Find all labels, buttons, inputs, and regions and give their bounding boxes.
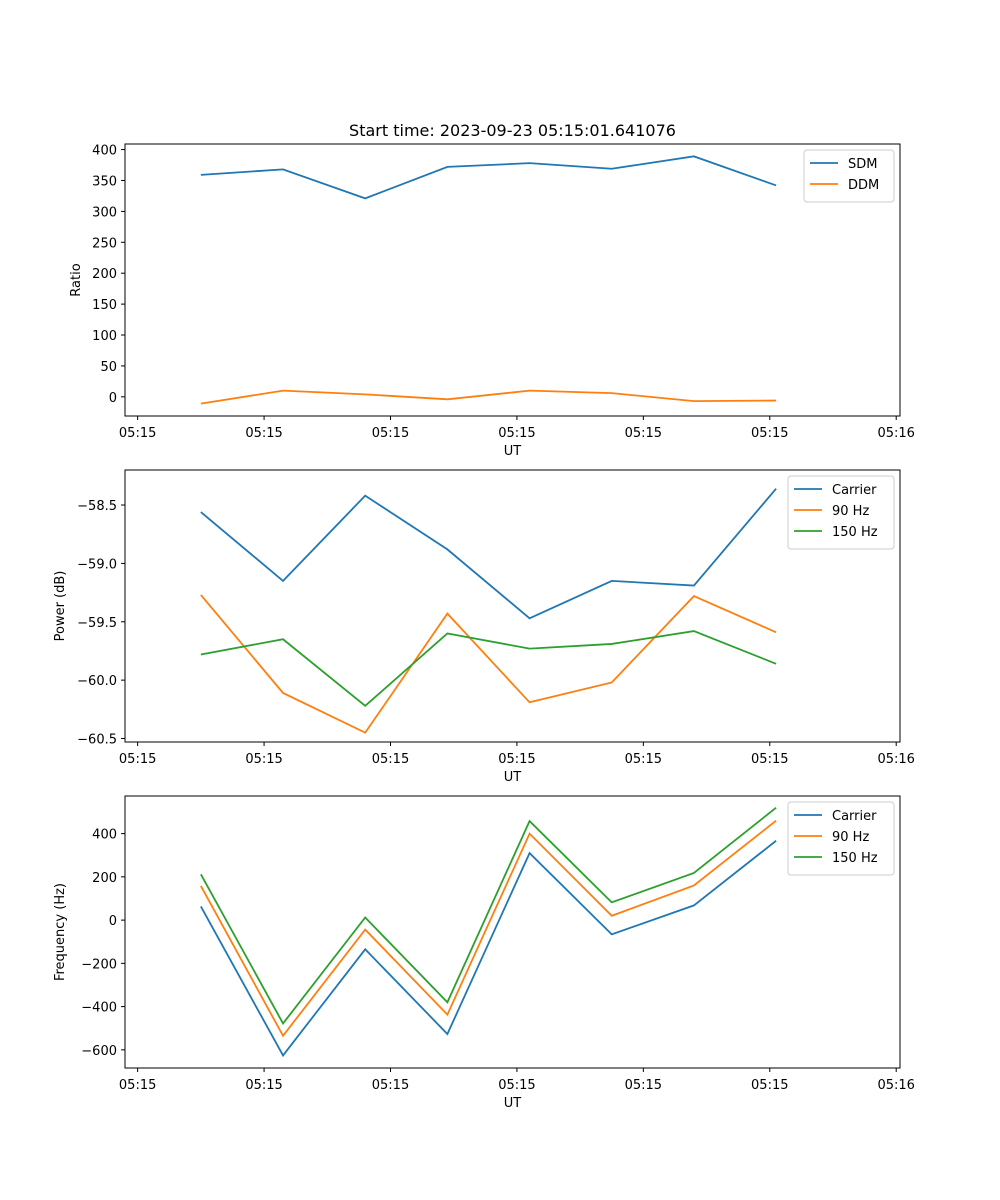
y-tick-label: −59.0 bbox=[77, 557, 117, 572]
x-tick-label: 05:15 bbox=[751, 1078, 788, 1093]
y-axis-label: Power (dB) bbox=[53, 571, 68, 642]
x-tick-label: 05:15 bbox=[119, 1078, 156, 1093]
axes-frame bbox=[124, 469, 901, 743]
x-tick-label: 05:15 bbox=[498, 426, 535, 441]
x-tick-label: 05:16 bbox=[877, 1078, 914, 1093]
legend-label: SDM bbox=[848, 157, 877, 172]
x-tick-label: 05:15 bbox=[372, 1078, 409, 1093]
series-line-150-hz bbox=[200, 806, 777, 1026]
x-tick-label: 05:15 bbox=[119, 426, 156, 441]
y-tick-label: −400 bbox=[81, 1001, 117, 1016]
legend-label: 150 Hz bbox=[832, 851, 878, 866]
y-tick-label: −58.5 bbox=[77, 499, 117, 514]
x-tick-label: 05:15 bbox=[625, 426, 662, 441]
x-tick-label: 05:15 bbox=[245, 426, 282, 441]
x-tick-label: 05:15 bbox=[245, 1078, 282, 1093]
series-line-sdm bbox=[200, 155, 777, 200]
series-line-carrier bbox=[200, 488, 777, 620]
chart-panel-1: 05:15 05:15 05:15 05:15 05:15 05:15 05:16 0 50 10… bbox=[69, 121, 915, 459]
chart-panel-2: 05:15 05:15 05:15 05:15 05:15 05:15 05:16 −60.5… bbox=[53, 469, 915, 785]
series-line-150-hz bbox=[200, 630, 777, 707]
x-tick-label: 05:16 bbox=[877, 426, 914, 441]
x-tick-label: 05:15 bbox=[245, 752, 282, 767]
x-axis-label: UT bbox=[504, 1096, 522, 1111]
axes-frame bbox=[124, 795, 901, 1069]
x-tick-label: 05:15 bbox=[119, 752, 156, 767]
y-tick-label: 150 bbox=[92, 298, 117, 313]
y-tick-label: −59.5 bbox=[77, 616, 117, 631]
y-tick-label: 0 bbox=[109, 914, 117, 929]
x-tick-label: 05:15 bbox=[372, 426, 409, 441]
y-tick-label: −600 bbox=[81, 1044, 117, 1059]
x-tick-label: 05:15 bbox=[751, 752, 788, 767]
chart-title: Start time: 2023-09-23 05:15:01.641076 bbox=[349, 121, 676, 140]
series-line-ddm bbox=[200, 389, 777, 405]
x-tick-label: 05:15 bbox=[498, 1078, 535, 1093]
y-tick-label: 300 bbox=[92, 205, 117, 220]
series-line-90-hz bbox=[200, 819, 777, 1038]
y-tick-label: 400 bbox=[92, 144, 117, 159]
legend-label: 150 Hz bbox=[832, 525, 878, 540]
x-tick-label: 05:15 bbox=[751, 426, 788, 441]
legend: Carrier 90 Hz 150 Hz bbox=[787, 475, 895, 550]
legend-label: Carrier bbox=[832, 483, 877, 498]
y-tick-label: 0 bbox=[109, 391, 117, 406]
legend-label: DDM bbox=[848, 178, 879, 193]
series-line-carrier bbox=[200, 840, 777, 1058]
y-axis-label: Ratio bbox=[69, 263, 84, 296]
legend-label: 90 Hz bbox=[832, 504, 869, 519]
legend: Carrier 90 Hz 150 Hz bbox=[787, 801, 895, 876]
axes-frame bbox=[124, 143, 901, 417]
y-tick-label: 50 bbox=[100, 360, 117, 375]
y-axis-label: Frequency (Hz) bbox=[53, 883, 68, 981]
legend: SDM DDM bbox=[803, 149, 895, 203]
x-tick-label: 05:15 bbox=[625, 1078, 662, 1093]
series-line-90-hz bbox=[200, 594, 777, 734]
y-tick-label: 400 bbox=[92, 828, 117, 843]
legend-label: Carrier bbox=[832, 809, 877, 824]
y-tick-label: 250 bbox=[92, 236, 117, 251]
y-tick-label: 350 bbox=[92, 174, 117, 189]
y-tick-label: −200 bbox=[81, 957, 117, 972]
y-tick-label: −60.5 bbox=[77, 732, 117, 747]
chart-panel-3: 05:15 05:15 05:15 05:15 05:15 05:15 05:16 −600 −… bbox=[53, 795, 915, 1111]
y-tick-label: 200 bbox=[92, 267, 117, 282]
x-tick-label: 05:15 bbox=[498, 752, 535, 767]
x-tick-label: 05:16 bbox=[877, 752, 914, 767]
y-tick-label: −60.0 bbox=[77, 674, 117, 689]
x-tick-label: 05:15 bbox=[372, 752, 409, 767]
y-tick-label: 100 bbox=[92, 329, 117, 344]
y-tick-label: 200 bbox=[92, 871, 117, 886]
legend-label: 90 Hz bbox=[832, 830, 869, 845]
x-axis-label: UT bbox=[504, 444, 522, 459]
x-axis-label: UT bbox=[504, 770, 522, 785]
x-tick-label: 05:15 bbox=[625, 752, 662, 767]
